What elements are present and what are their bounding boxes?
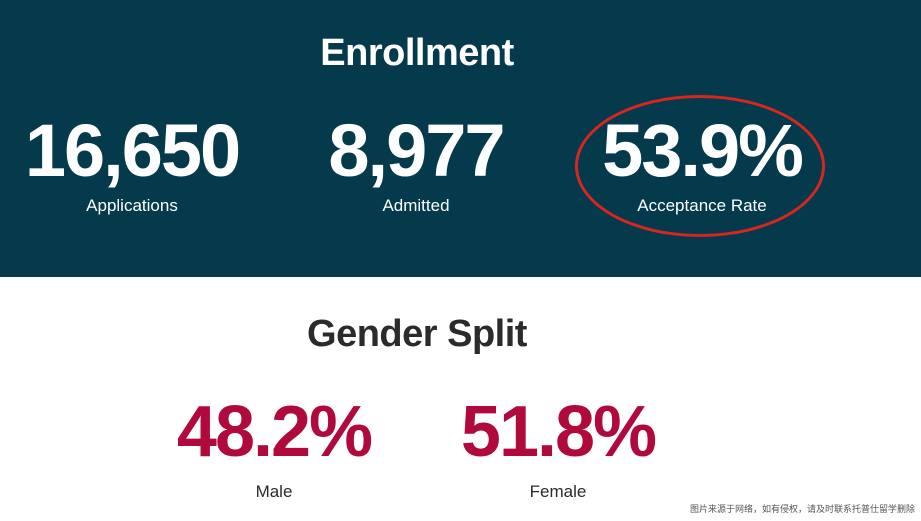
- male-value: 48.2%: [176, 392, 373, 472]
- image-source-watermark: 图片来源于网络，如有侵权，请及时联系托普仕留学删除: [689, 505, 915, 515]
- enrollment-panel: Enrollment 16,650 Applications 8,977 Adm…: [0, 0, 921, 277]
- admitted-label: Admitted: [382, 196, 450, 215]
- female-value: 51.8%: [460, 392, 657, 472]
- male-label: Male: [255, 482, 293, 501]
- female-stat: 51.8% Female: [448, 396, 668, 502]
- applications-stat: 16,650 Applications: [12, 114, 252, 216]
- female-label: Female: [529, 482, 587, 501]
- applications-label: Applications: [86, 196, 178, 215]
- gender-split-title: Gender Split: [307, 313, 527, 355]
- acceptance-rate-highlight-circle: [575, 95, 825, 237]
- male-stat: 48.2% Male: [164, 396, 384, 502]
- enrollment-title: Enrollment: [320, 32, 514, 74]
- applications-value: 16,650: [24, 109, 241, 192]
- admitted-value: 8,977: [328, 109, 505, 192]
- admitted-stat: 8,977 Admitted: [296, 114, 536, 216]
